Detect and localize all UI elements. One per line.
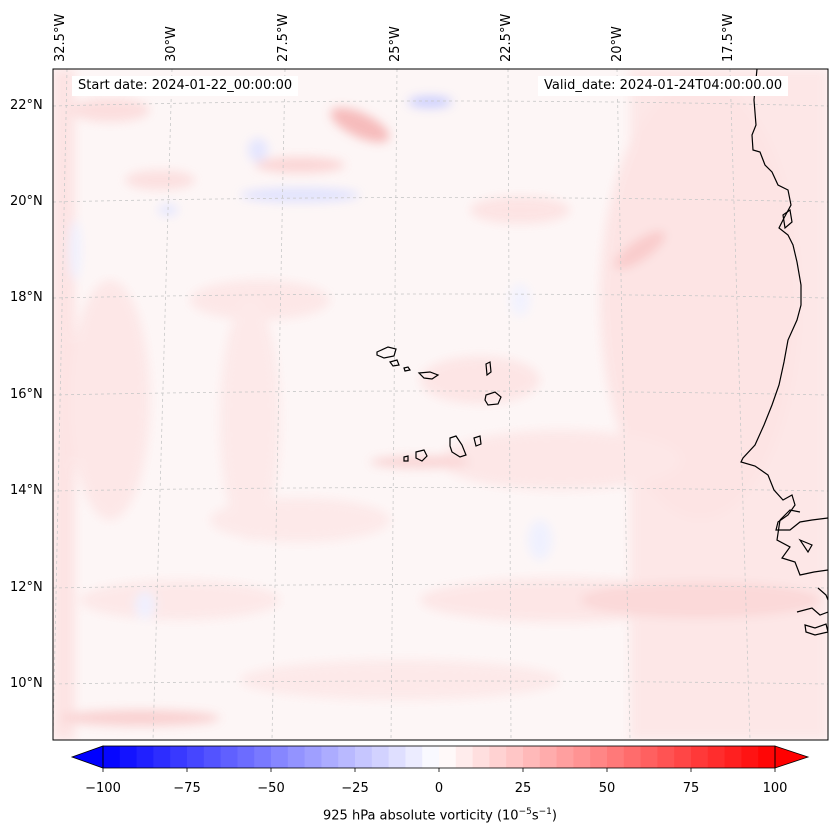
coastline: [740, 69, 828, 636]
colorbar-label: 925 hPa absolute vorticity (10−5s−1): [323, 807, 557, 824]
island-boa-vista: [484, 391, 502, 406]
colorbar-tick-label: −50: [257, 781, 285, 796]
colorbar-cell: [489, 746, 507, 768]
lat-label-18n: 18°N: [10, 290, 43, 305]
colorbar-tick-label: 50: [598, 781, 616, 796]
colorbar-tick-label: −100: [85, 781, 121, 796]
colorbar-cells: [103, 746, 776, 768]
colorbar-tick-label: 0: [434, 781, 444, 796]
colorbar-cell: [153, 746, 171, 768]
colorbar-cell: [271, 746, 289, 768]
colorbar-cell: [203, 746, 222, 768]
valid-date-label: Valid_date: 2024-01-24T04:00:00.00: [538, 76, 789, 96]
vorticity-field: [53, 69, 828, 740]
colorbar-cell: [657, 746, 675, 768]
colorbar-tick-label: −25: [341, 781, 369, 796]
colorbar-cell: [422, 746, 440, 768]
colorbar-cell: [607, 746, 625, 768]
colorbar-cell: [321, 746, 339, 768]
colorbar-cell: [758, 746, 776, 768]
island-santa-luzia: [403, 366, 411, 372]
colorbar-extend-low: [70, 745, 104, 769]
cape-verde-islands: [376, 346, 502, 462]
lat-label-22n: 22°N: [10, 98, 43, 113]
colorbar-cell: [472, 746, 490, 768]
colorbar-cell: [523, 746, 541, 768]
colorbar-cell: [254, 746, 272, 768]
island-santo-antao: [376, 346, 397, 359]
colorbar-cell: [640, 746, 658, 768]
lon-label-25w: 25°W: [388, 26, 403, 62]
colorbar-cell: [707, 746, 726, 768]
colorbar: [70, 745, 810, 772]
colorbar-cell: [556, 746, 574, 768]
lat-label-14n: 14°N: [10, 483, 43, 498]
colorbar-cell: [623, 746, 642, 768]
lat-label-12n: 12°N: [10, 580, 43, 595]
colorbar-tick-label: 75: [682, 781, 700, 796]
colorbar-cell: [573, 746, 591, 768]
colorbar-cell: [724, 746, 742, 768]
lon-label-20w: 20°W: [610, 26, 625, 62]
colorbar-cell: [439, 746, 457, 768]
colorbar-tick-marks: [102, 768, 776, 772]
island-sal: [485, 361, 492, 377]
lon-label-22-5w: 22.5°W: [499, 13, 514, 62]
colorbar-cell: [590, 746, 608, 768]
colorbar-cell: [741, 746, 759, 768]
colorbar-cell: [220, 746, 238, 768]
colorbar-cell: [355, 746, 373, 768]
map-frame: [52, 68, 829, 741]
colorbar-cell: [388, 746, 406, 768]
lat-label-20n: 20°N: [10, 194, 43, 209]
colorbar-cell: [136, 746, 154, 768]
lon-label-32-5w: 32.5°W: [53, 13, 68, 62]
colorbar-cell: [674, 746, 692, 768]
island-maio: [473, 435, 482, 447]
island-fogo: [415, 449, 428, 462]
colorbar-cell: [371, 746, 390, 768]
start-date-label: Start date: 2024-01-22_00:00:00: [72, 76, 299, 96]
graticule: [53, 69, 828, 740]
colorbar-cell: [539, 746, 558, 768]
colorbar-tick-label: 100: [762, 781, 788, 796]
colorbar-cell: [455, 746, 474, 768]
colorbar-cell: [119, 746, 138, 768]
colorbar-tick-label: 25: [514, 781, 532, 796]
island-sao-nicolau: [417, 371, 440, 380]
island-sao-vicente: [388, 359, 400, 367]
colorbar-tick-label: −75: [173, 781, 201, 796]
colorbar-cell: [237, 746, 255, 768]
lon-label-17-5w: 17.5°W: [721, 13, 736, 62]
colorbar-cell: [506, 746, 524, 768]
colorbar-cell: [187, 746, 205, 768]
island-brava: [403, 455, 409, 462]
lon-label-30w: 30°W: [164, 26, 179, 62]
colorbar-cell: [170, 746, 188, 768]
colorbar-cell: [691, 746, 709, 768]
colorbar-cell: [287, 746, 306, 768]
colorbar-extend-high: [774, 745, 810, 769]
island-santiago: [449, 435, 467, 458]
colorbar-cell: [405, 746, 423, 768]
lon-label-27-5w: 27.5°W: [276, 13, 291, 62]
colorbar-cell: [338, 746, 356, 768]
lat-label-10n: 10°N: [10, 676, 43, 691]
colorbar-cell: [304, 746, 322, 768]
colorbar-cell: [103, 746, 121, 768]
lat-label-16n: 16°N: [10, 387, 43, 402]
